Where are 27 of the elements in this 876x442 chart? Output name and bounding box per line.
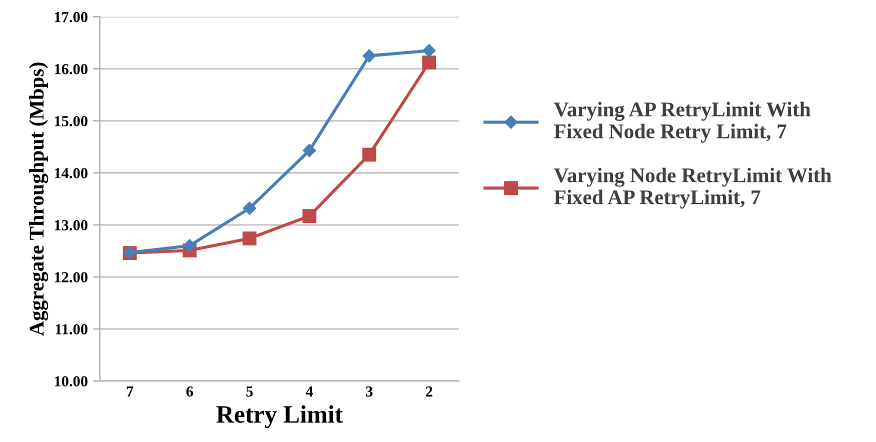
y-tick-label: 14.00 (54, 168, 88, 178)
point (183, 239, 196, 252)
x-axis-title: Retry Limit (216, 405, 343, 428)
point (422, 56, 436, 70)
y-tick-label: 16.00 (54, 64, 88, 74)
y-tick-label: 13.00 (54, 220, 88, 230)
x-tick-label: 3 (366, 386, 373, 397)
x-tick-label: 2 (426, 386, 432, 396)
legend-label: Varying Node RetryLimit With Fixed AP RetryLimit, 7 (554, 168, 832, 209)
y-tick-label: 17.00 (54, 12, 88, 22)
legend-label: Varying AP RetryLimit With Fixed Node Retry Limit, 7 (554, 102, 811, 143)
x-tick-label: 6 (186, 386, 194, 397)
point (302, 209, 316, 224)
point (242, 202, 256, 215)
x-tick-label: 7 (126, 386, 134, 396)
y-axis-title: Aggregate Throughput (Mbps) (29, 62, 48, 336)
point (362, 148, 376, 162)
y-tick-label: 11.00 (56, 324, 88, 334)
y-tick-label: 12.00 (54, 272, 88, 282)
point (422, 44, 436, 58)
x-tick-label: 4 (306, 386, 313, 396)
point (302, 144, 316, 158)
x-tick-label: 5 (246, 386, 253, 397)
point (362, 49, 376, 62)
y-tick-label: 10.00 (54, 376, 88, 387)
y-tick-label: 15.00 (54, 116, 88, 126)
point (242, 232, 256, 246)
